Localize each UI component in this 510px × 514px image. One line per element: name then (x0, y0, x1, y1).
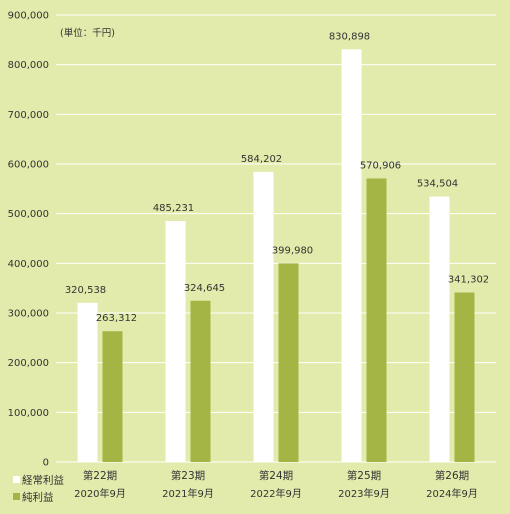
x-category-label: 第23期 (171, 469, 205, 482)
unit-note: (単位：千円) (60, 27, 115, 39)
x-category-label: 第25期 (347, 469, 381, 482)
data-label: 485,231 (153, 203, 194, 214)
x-axis-categories: 第22期 2020年9月 第23期 2021年9月 第24期 2022年9月 第25期 202… (74, 469, 478, 500)
y-tick-label: 300,000 (8, 309, 49, 320)
bar-ordinary-profit (77, 302, 98, 462)
bar-net-profit (366, 178, 387, 463)
y-tick-label: 600,000 (8, 160, 49, 171)
y-tick-label: 700,000 (8, 110, 49, 121)
data-label: 320,538 (65, 285, 106, 296)
y-axis-ticks: 0 100,000 200,000 300,000 400,000 500,000 600,… (8, 11, 49, 469)
y-tick-label: 100,000 (8, 408, 49, 419)
bar-ordinary-profit (253, 171, 274, 462)
bar-net-profit (454, 292, 475, 462)
x-category-label: 第24期 (259, 469, 293, 482)
y-tick-label: 200,000 (8, 358, 49, 369)
x-category-sublabel: 2020年9月 (74, 487, 126, 500)
data-label: 570,906 (360, 160, 401, 171)
data-label: 263,312 (96, 313, 137, 324)
legend-swatch (13, 476, 20, 483)
y-tick-label: 0 (43, 458, 49, 469)
y-tick-label: 500,000 (8, 209, 49, 220)
bar-ordinary-profit (341, 49, 362, 463)
legend-label: 純利益 (22, 491, 54, 504)
legend-label: 経常利益 (22, 474, 64, 487)
data-label: 324,645 (184, 283, 225, 294)
legend-swatch (13, 493, 20, 500)
bars (77, 49, 475, 463)
data-label: 341,302 (448, 274, 489, 285)
x-category-label: 第26期 (435, 469, 469, 482)
x-category-sublabel: 2024年9月 (426, 487, 478, 500)
gridlines (56, 14, 496, 463)
y-tick-label: 900,000 (8, 11, 49, 22)
y-tick-label: 400,000 (8, 259, 49, 270)
data-label: 534,504 (417, 179, 458, 190)
data-label: 830,898 (329, 31, 370, 42)
x-category-sublabel: 2022年9月 (250, 487, 302, 500)
data-label: 399,980 (272, 245, 313, 256)
x-category-label: 第22期 (83, 469, 117, 482)
bar-net-profit (102, 331, 123, 462)
data-label: 584,202 (241, 154, 282, 165)
x-category-sublabel: 2023年9月 (338, 487, 390, 500)
data-labels: 320,538 263,312 485,231 324,645 584,202 399,9… (65, 31, 489, 324)
y-tick-label: 800,000 (8, 60, 49, 71)
bar-net-profit (190, 300, 211, 462)
bar-ordinary-profit (429, 196, 450, 463)
bar-net-profit (278, 263, 299, 462)
bar-ordinary-profit (165, 221, 186, 462)
x-category-sublabel: 2021年9月 (162, 487, 214, 500)
